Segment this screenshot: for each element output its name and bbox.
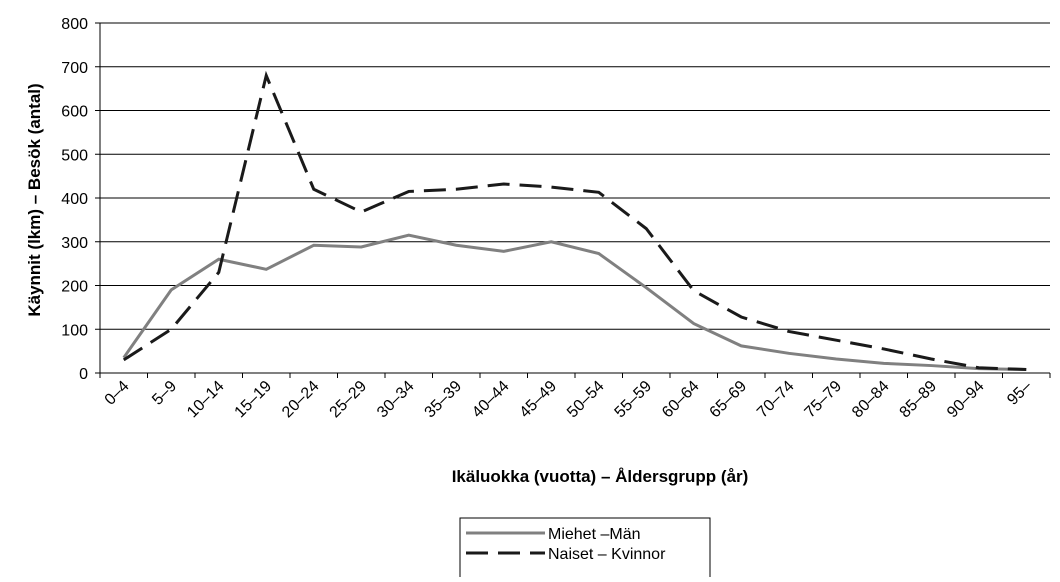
- x-tick-label: 95–: [1004, 378, 1035, 409]
- y-tick-label: 800: [61, 16, 88, 33]
- y-tick-label: 100: [61, 322, 88, 339]
- x-tick-label: 75–79: [802, 378, 846, 422]
- legend-label: Naiset – Kvinnor: [548, 546, 666, 563]
- x-tick-label: 60–64: [659, 378, 703, 422]
- series-line: [122, 233, 1027, 371]
- x-tick-label: 85–89: [897, 378, 941, 422]
- y-tick-label: 600: [61, 104, 88, 121]
- series-line: [122, 70, 1027, 371]
- x-tick-label: 80–84: [849, 378, 893, 422]
- x-tick-label: 0–4: [102, 378, 133, 409]
- x-tick-label: 70–74: [754, 378, 798, 422]
- x-tick-label: 50–54: [564, 378, 608, 422]
- x-tick-label: 55–59: [612, 378, 656, 422]
- x-tick-label: 25–29: [327, 378, 371, 422]
- y-tick-label: 300: [61, 235, 88, 252]
- y-axis-title: Käynnit (lkm) – Besök (antal): [25, 83, 44, 316]
- x-tick-label: 40–44: [469, 378, 513, 422]
- x-tick-label: 90–94: [944, 378, 988, 422]
- y-tick-label: 0: [79, 366, 88, 383]
- x-tick-label: 35–39: [422, 378, 466, 422]
- y-tick-label: 400: [61, 191, 88, 208]
- legend-label: Miehet –Män: [548, 526, 641, 543]
- x-tick-label: 10–14: [184, 378, 228, 422]
- x-tick-label: 5–9: [149, 378, 180, 409]
- x-tick-label: 15–19: [232, 378, 276, 422]
- legend-box: [459, 517, 711, 581]
- y-tick-label: 200: [61, 279, 88, 296]
- x-tick-label: 30–34: [374, 378, 418, 422]
- x-tick-label: 45–49: [517, 378, 561, 422]
- x-tick-label: 20–24: [279, 378, 323, 422]
- x-axis-title: Ikäluokka (vuotta) – Åldersgrupp (år): [452, 467, 749, 486]
- y-tick-label: 500: [61, 147, 88, 164]
- y-tick-label: 700: [61, 60, 88, 77]
- x-tick-label: 65–69: [707, 378, 751, 422]
